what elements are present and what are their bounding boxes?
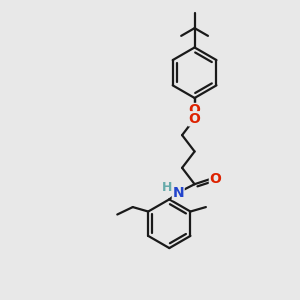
Text: O: O — [209, 172, 221, 186]
Text: N: N — [172, 185, 184, 200]
Text: O: O — [189, 103, 200, 118]
Text: H: H — [162, 181, 172, 194]
Text: O: O — [189, 112, 200, 126]
